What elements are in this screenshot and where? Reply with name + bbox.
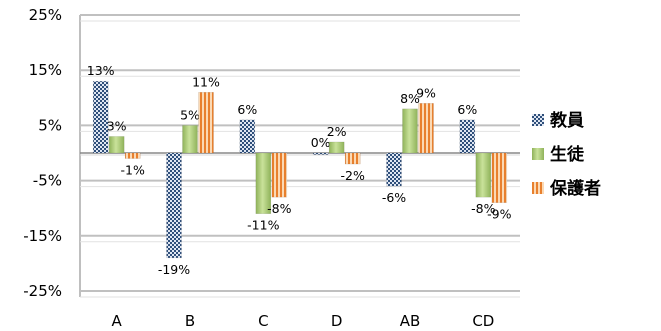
- data-label-guardians-cd: -9%: [487, 207, 511, 222]
- x-tick-label: B: [185, 312, 195, 330]
- x-tick-label: CD: [472, 312, 494, 330]
- bar-faculty-c: [239, 119, 256, 154]
- data-label-guardians-c: -8%: [267, 201, 291, 216]
- data-label-faculty-a: 13%: [87, 63, 115, 78]
- legend-swatch-students: [532, 148, 544, 160]
- data-label-faculty-b: -19%: [158, 262, 190, 277]
- bar-guardians-a: [124, 152, 141, 159]
- data-label-guardians-b: 11%: [192, 74, 220, 89]
- x-tick-label: AB: [400, 312, 421, 330]
- bar-guardians-d: [344, 152, 361, 165]
- y-tick-label: -5%: [33, 172, 62, 190]
- bar-faculty-d: [312, 152, 329, 155]
- legend-label-guardians: 保護者: [549, 178, 601, 199]
- y-tick-label: 15%: [29, 61, 62, 79]
- data-label-faculty-ab: -6%: [382, 190, 406, 205]
- bar-faculty-ab: [386, 152, 402, 187]
- legend-swatch-faculty: [532, 114, 544, 126]
- bar-students-b: [182, 125, 198, 154]
- data-label-students-d: 2%: [327, 124, 347, 139]
- bar-students-a: [108, 136, 125, 154]
- data-label-students-ab: 8%: [400, 91, 420, 106]
- data-label-students-a: 3%: [107, 118, 127, 133]
- data-label-students-c: -11%: [247, 218, 279, 233]
- bar-guardians-c: [271, 152, 288, 198]
- data-label-guardians-a: -1%: [120, 163, 144, 178]
- bar-faculty-a: [92, 80, 109, 154]
- bar-students-c: [255, 152, 272, 214]
- legend-label-faculty: 教員: [549, 110, 584, 131]
- y-tick-label: -25%: [23, 282, 62, 300]
- data-label-guardians-d: -2%: [340, 168, 364, 183]
- bar-faculty-cd: [459, 119, 476, 154]
- y-tick-label: -15%: [23, 227, 62, 245]
- x-tick-label: C: [258, 312, 268, 330]
- legend-label-students: 生徒: [550, 144, 585, 165]
- bar-students-cd: [475, 152, 492, 198]
- plot-area: 25% 15% 5% -5% -15% -25% 13% 3% -1% A -19% 5% 11% B 6%…: [23, 6, 520, 330]
- data-label-guardians-ab: 9%: [416, 85, 436, 100]
- bar-faculty-b: [166, 152, 182, 259]
- bar-guardians-ab: [418, 103, 434, 154]
- bar-guardians-cd: [491, 152, 508, 203]
- data-label-students-b: 5%: [180, 107, 200, 122]
- data-label-faculty-d: 0%: [311, 135, 331, 150]
- bar-students-d: [328, 141, 345, 154]
- data-label-faculty-cd: 6%: [457, 102, 477, 117]
- y-tick-label: 5%: [38, 116, 62, 134]
- x-tick-label: D: [331, 312, 343, 330]
- y-tick-label: 25%: [29, 6, 62, 24]
- data-label-faculty-c: 6%: [237, 102, 257, 117]
- data-label-students-cd: -8%: [471, 201, 495, 216]
- legend-swatch-guardians: [532, 182, 544, 194]
- x-tick-label: A: [112, 312, 123, 330]
- bar-guardians-b: [198, 92, 214, 154]
- bar-students-ab: [402, 108, 418, 154]
